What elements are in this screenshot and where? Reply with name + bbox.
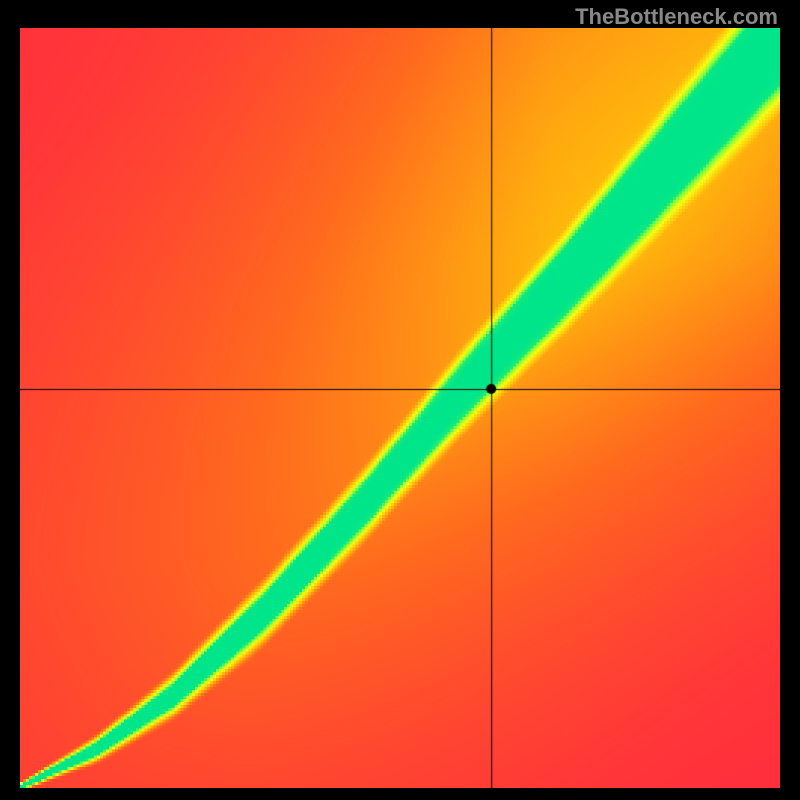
watermark-text: TheBottleneck.com: [575, 4, 778, 30]
heatmap-plot: [20, 28, 780, 788]
chart-container: TheBottleneck.com: [0, 0, 800, 800]
